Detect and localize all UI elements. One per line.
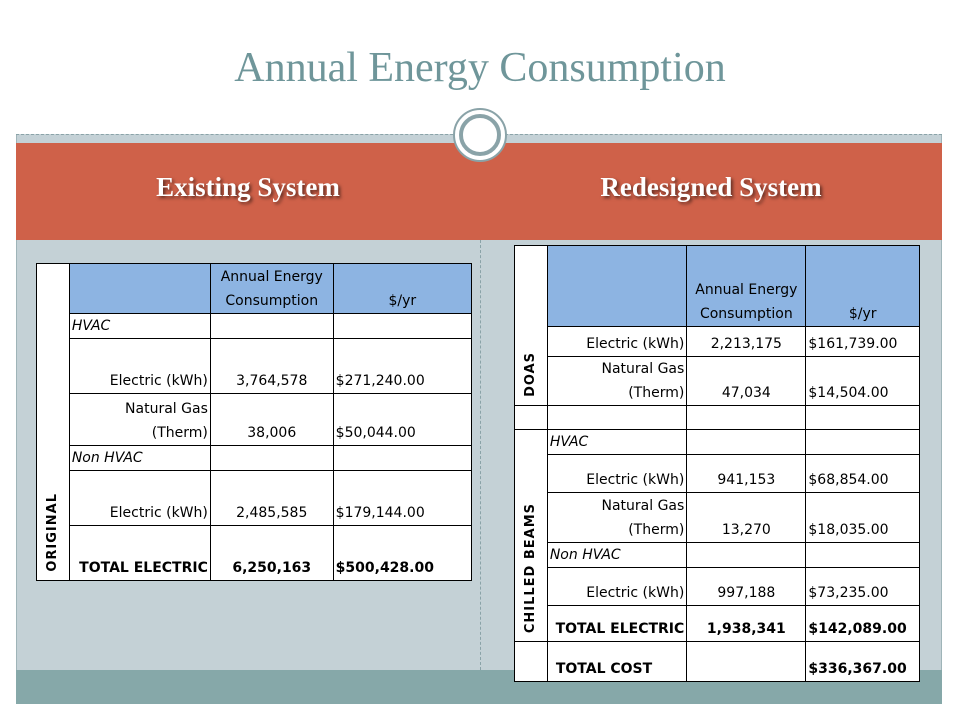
row-consumption: 38,006 — [209, 393, 334, 446]
doas-section-label: DOAS — [514, 245, 548, 406]
row-cost: $73,235.00 — [805, 567, 920, 606]
original-energy-table: ORIGINAL Annual Energy Consumption $/yr … — [36, 263, 473, 581]
non-hvac-label: Non HVAC — [68, 445, 211, 471]
header-label-cell — [546, 245, 688, 327]
row-consumption: 2,213,175 — [686, 326, 807, 357]
empty-cell — [805, 542, 920, 568]
row-label: Electric (kWh) — [68, 470, 211, 526]
total-cost: $500,428.00 — [332, 525, 473, 581]
empty-cell — [209, 445, 334, 471]
empty-cell — [805, 429, 920, 455]
header-label-cell — [68, 263, 211, 314]
table-row: Natural Gas (Therm) 47,034 $14,504.00 — [515, 356, 920, 406]
total-cost-consumption — [686, 641, 807, 682]
empty-cell — [332, 445, 473, 471]
table-row: Electric (kWh) 2,213,175 $161,739.00 — [515, 326, 920, 357]
redesigned-system-heading: Redesigned System — [600, 172, 822, 202]
header-cost: $/yr — [332, 263, 473, 314]
table-row: HVAC — [37, 313, 473, 339]
total-row: TOTAL ELECTRIC 6,250,163 $500,428.00 — [37, 525, 473, 581]
table-row: Natural Gas (Therm) 13,270 $18,035.00 — [515, 492, 920, 543]
row-label: Natural Gas (Therm) — [546, 356, 688, 406]
total-row: TOTAL ELECTRIC 1,938,341 $142,089.00 — [515, 605, 920, 642]
hvac-label: HVAC — [546, 429, 688, 455]
row-label: Electric (kWh) — [546, 454, 688, 493]
row-cost: $68,854.00 — [805, 454, 920, 493]
total-electric-consumption: 1,938,341 — [686, 605, 807, 642]
row-label: Natural Gas (Therm) — [546, 492, 688, 543]
table-row: Non HVAC — [515, 542, 920, 568]
original-section-label: ORIGINAL — [36, 263, 70, 581]
header-consumption: Annual Energy Consumption — [686, 245, 807, 327]
empty-cell — [686, 429, 807, 455]
row-consumption: 3,764,578 — [209, 338, 334, 394]
row-label: Natural Gas (Therm) — [68, 393, 211, 446]
empty-cell — [546, 405, 688, 430]
row-cost: $14,504.00 — [805, 356, 920, 406]
empty-cell — [514, 405, 548, 430]
row-label: Electric (kWh) — [546, 326, 688, 357]
row-consumption: 997,188 — [686, 567, 807, 606]
row-consumption: 13,270 — [686, 492, 807, 543]
slide-title: Annual Energy Consumption — [234, 45, 726, 91]
chilled-beams-section-label: CHILLED BEAMS — [514, 429, 548, 642]
total-cost-label: TOTAL COST — [546, 641, 688, 682]
table-header-row: ORIGINAL Annual Energy Consumption $/yr — [36, 263, 473, 581]
row-label: Electric (kWh) — [68, 338, 211, 394]
table-row: Electric (kWh) 997,188 $73,235.00 — [515, 567, 920, 606]
empty-cell — [332, 313, 473, 339]
empty-cell — [514, 641, 548, 682]
table-row: Natural Gas (Therm) 38,006 $50,044.00 — [37, 393, 473, 446]
row-cost: $271,240.00 — [332, 338, 473, 394]
spacer-row — [514, 405, 920, 430]
total-cost-value: $336,367.00 — [805, 641, 920, 682]
row-cost: $50,044.00 — [332, 393, 473, 446]
row-cost: $18,035.00 — [805, 492, 920, 543]
hvac-label: HVAC — [68, 313, 211, 339]
total-consumption: 6,250,163 — [209, 525, 334, 581]
total-label: TOTAL ELECTRIC — [68, 525, 211, 581]
total-cost-row: TOTAL COST $336,367.00 — [514, 641, 920, 682]
row-label: Electric (kWh) — [546, 567, 688, 606]
row-cost: $161,739.00 — [805, 326, 920, 357]
table-row: Non HVAC — [37, 445, 473, 471]
row-consumption: 47,034 — [686, 356, 807, 406]
header-cost: $/yr — [805, 245, 920, 327]
empty-cell — [209, 313, 334, 339]
empty-cell — [686, 405, 807, 430]
table-row: Electric (kWh) 3,764,578 $271,240.00 — [37, 338, 473, 394]
row-cost: $179,144.00 — [332, 470, 473, 526]
existing-system-heading: Existing System — [156, 172, 340, 202]
table-row: Electric (kWh) 2,485,585 $179,144.00 — [37, 470, 473, 526]
empty-cell — [805, 405, 920, 430]
table-header-row: DOAS Annual Energy Consumption $/yr — [514, 245, 920, 406]
total-electric-label: TOTAL ELECTRIC — [546, 605, 688, 642]
non-hvac-label: Non HVAC — [546, 542, 688, 568]
total-electric-cost: $142,089.00 — [805, 605, 920, 642]
row-consumption: 2,485,585 — [209, 470, 334, 526]
table-row: Electric (kWh) 941,153 $68,854.00 — [515, 454, 920, 493]
column-divider — [480, 240, 481, 670]
circle-ornament-inner-icon — [459, 114, 501, 156]
table-row: CHILLED BEAMS HVAC — [514, 429, 920, 642]
empty-cell — [686, 542, 807, 568]
row-consumption: 941,153 — [686, 454, 807, 493]
header-consumption: Annual Energy Consumption — [209, 263, 334, 314]
redesign-energy-table: DOAS Annual Energy Consumption $/yr Elec… — [514, 245, 920, 682]
